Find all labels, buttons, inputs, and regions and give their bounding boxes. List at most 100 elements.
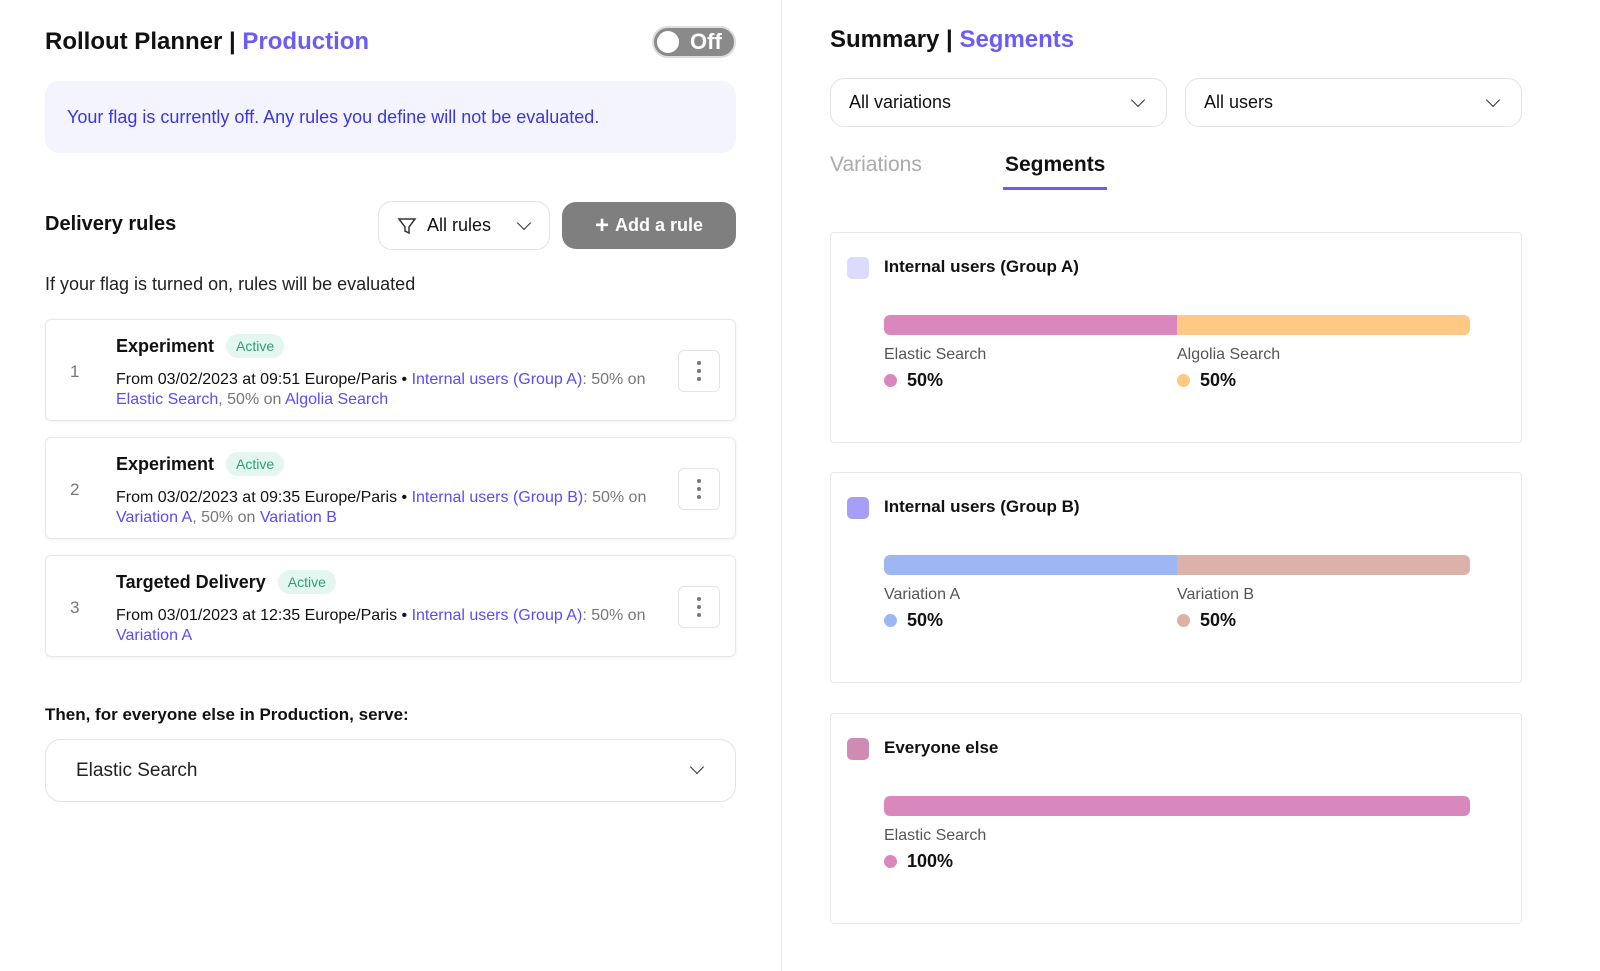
tab-segments[interactable]: Segments xyxy=(1003,153,1108,190)
rollout-planner-panel: Rollout Planner | Production Off Your fl… xyxy=(0,0,782,971)
tab-variations[interactable]: Variations xyxy=(830,153,922,176)
rule-text: : 50% on xyxy=(583,489,647,506)
bar-segment xyxy=(1177,315,1470,335)
segment-name: Internal users (Group A) xyxy=(884,257,1079,276)
bar-segment xyxy=(884,796,1470,816)
rule-card[interactable]: 1 Experiment Active From 03/02/2023 at 09… xyxy=(45,319,736,421)
fallthrough-variation-select[interactable]: Elastic Search xyxy=(45,739,736,802)
rules-filter-dropdown[interactable]: All rules xyxy=(378,201,550,250)
rule-description: From 03/01/2023 at 12:35 Europe/Paris • … xyxy=(116,606,676,646)
bar-segment xyxy=(1177,555,1470,575)
legend-percent: 50% xyxy=(907,370,944,390)
summary-title-text: Summary | xyxy=(830,26,953,53)
page-title: Rollout Planner | Production xyxy=(45,28,369,56)
rule-link[interactable]: Variation A xyxy=(116,627,193,644)
legend-percent: 50% xyxy=(907,610,944,630)
environment-name: Production xyxy=(242,28,370,55)
add-rule-button[interactable]: + Add a rule xyxy=(562,202,736,249)
rule-description: From 03/02/2023 at 09:35 Europe/Paris • … xyxy=(116,488,676,528)
summary-panel: Summary | Segments All variations All us… xyxy=(783,0,1600,971)
rule-number: 1 xyxy=(70,362,80,381)
flag-toggle[interactable]: Off xyxy=(652,26,736,58)
title-text: Rollout Planner | xyxy=(45,28,236,55)
flag-off-banner: Your flag is currently off. Any rules yo… xyxy=(45,81,736,153)
rule-title: Experiment Active xyxy=(116,452,285,476)
users-select-value: All users xyxy=(1204,92,1274,112)
rule-link[interactable]: Internal users (Group A) xyxy=(411,607,583,624)
filter-label: All rules xyxy=(427,215,492,235)
rule-text: From 03/02/2023 at 09:51 Europe/Paris • xyxy=(116,371,412,388)
rule-text: From 03/02/2023 at 09:35 Europe/Paris • xyxy=(116,489,412,506)
fallthrough-label: Then, for everyone else in Production, s… xyxy=(45,705,409,724)
legend-label: Elastic Search xyxy=(884,346,987,363)
legend-label: Elastic Search xyxy=(884,827,987,844)
legend-dot xyxy=(884,614,897,627)
legend-dot xyxy=(1177,614,1190,627)
rule-link[interactable]: Internal users (Group B) xyxy=(411,489,584,506)
legend-item: Algolia Search 50% xyxy=(1177,346,1280,391)
legend-label: Variation B xyxy=(1177,586,1255,603)
legend-dot xyxy=(1177,374,1190,387)
rule-type: Experiment xyxy=(116,453,215,474)
status-badge: Active xyxy=(226,334,285,358)
chevron-down-icon xyxy=(516,215,532,231)
toggle-knob xyxy=(657,31,679,53)
segment-name: Everyone else xyxy=(884,738,999,757)
legend-percent: 50% xyxy=(1200,370,1237,390)
rule-card[interactable]: 3 Targeted Delivery Active From 03/01/202… xyxy=(45,555,736,657)
legend-item: Variation A 50% xyxy=(884,586,960,631)
plus-icon: + xyxy=(594,211,609,239)
segment-color-swatch xyxy=(847,257,869,279)
rule-text: : 50% on xyxy=(582,607,646,624)
rule-number: 2 xyxy=(70,480,80,499)
legend-dot xyxy=(884,855,897,868)
variations-select-value: All variations xyxy=(849,92,952,112)
summary-accent: Segments xyxy=(959,26,1075,53)
chevron-down-icon xyxy=(1485,92,1501,108)
distribution-bar xyxy=(884,796,1470,816)
legend-dot xyxy=(884,374,897,387)
add-rule-label: Add a rule xyxy=(615,215,704,235)
rule-type: Targeted Delivery xyxy=(116,571,266,592)
legend-percent: 100% xyxy=(907,851,954,871)
segment-color-swatch xyxy=(847,738,869,760)
more-options-button[interactable] xyxy=(678,468,720,510)
status-badge: Active xyxy=(277,570,336,594)
variations-select[interactable]: All variations xyxy=(830,78,1167,127)
rule-link[interactable]: Variation B xyxy=(259,509,337,526)
rule-link[interactable]: Elastic Search xyxy=(116,391,219,408)
more-options-button[interactable] xyxy=(678,586,720,628)
toggle-label: Off xyxy=(690,29,722,54)
legend-item: Elastic Search 100% xyxy=(884,827,986,872)
legend-item: Elastic Search 50% xyxy=(884,346,986,391)
filter-icon xyxy=(397,217,417,234)
status-badge: Active xyxy=(226,452,285,476)
rule-link[interactable]: Variation A xyxy=(116,509,193,526)
rule-type: Experiment xyxy=(116,335,215,356)
rule-card[interactable]: 2 Experiment Active From 03/02/2023 at 09… xyxy=(45,437,736,539)
more-options-button[interactable] xyxy=(678,350,720,392)
legend-label: Variation A xyxy=(884,586,961,603)
segment-card: Internal users (Group B) Variation A 50% Va… xyxy=(830,472,1522,683)
legend-percent: 50% xyxy=(1200,610,1237,630)
rule-text: From 03/01/2023 at 12:35 Europe/Paris • xyxy=(116,607,412,624)
users-select[interactable]: All users xyxy=(1185,78,1522,127)
rule-title: Targeted Delivery Active xyxy=(116,570,336,594)
segment-name: Internal users (Group B) xyxy=(884,497,1080,516)
distribution-bar xyxy=(884,315,1470,335)
rule-text: , 50% on xyxy=(218,391,285,408)
chevron-down-icon xyxy=(689,759,705,775)
rule-text: : 50% on xyxy=(582,371,646,388)
rules-subtitle: If your flag is turned on, rules will be… xyxy=(45,274,416,294)
rule-number: 3 xyxy=(70,598,80,617)
rule-link[interactable]: Algolia Search xyxy=(284,391,389,408)
legend-item: Variation B 50% xyxy=(1177,586,1254,631)
rule-text: , 50% on xyxy=(192,509,260,526)
segment-card: Everyone else Elastic Search 100% xyxy=(830,713,1522,924)
bar-segment xyxy=(884,555,1177,575)
distribution-bar xyxy=(884,555,1470,575)
summary-title: Summary | Segments xyxy=(830,26,1074,54)
rule-link[interactable]: Internal users (Group A) xyxy=(411,371,583,388)
bar-segment xyxy=(884,315,1177,335)
delivery-rules-heading: Delivery rules xyxy=(45,213,177,235)
